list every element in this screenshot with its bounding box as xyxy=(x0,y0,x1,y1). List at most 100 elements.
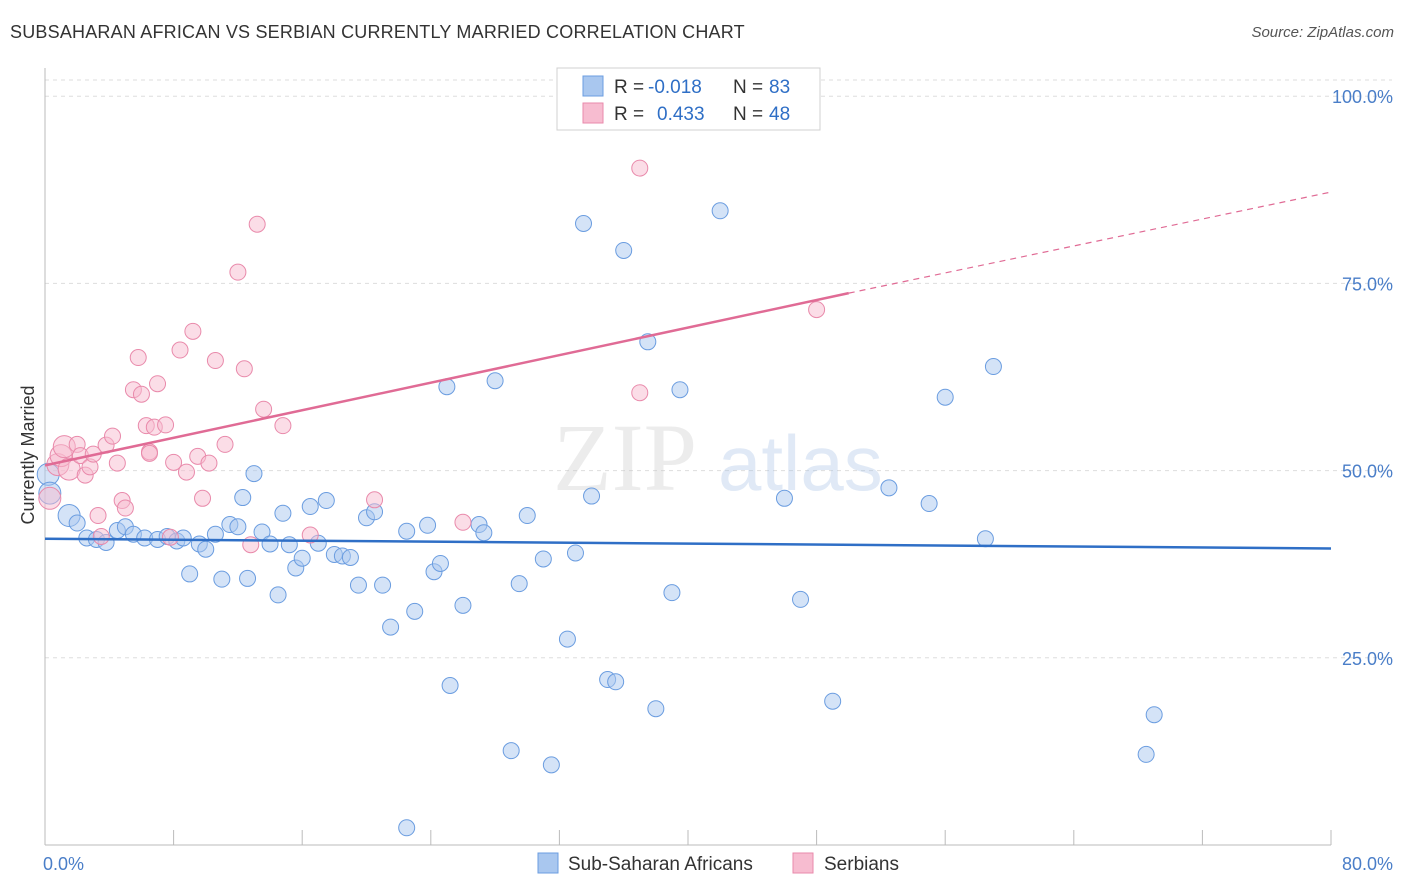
point-africans xyxy=(229,518,247,536)
point-africans xyxy=(197,540,215,558)
point-serbians xyxy=(171,341,189,359)
watermark-atlas: atlas xyxy=(718,419,883,507)
point-africans xyxy=(239,569,257,587)
point-serbians xyxy=(184,322,202,340)
point-africans xyxy=(454,596,472,614)
data-points xyxy=(36,159,1163,837)
point-africans xyxy=(1137,745,1155,763)
axes xyxy=(44,68,1332,846)
point-serbians xyxy=(301,526,319,544)
point-africans xyxy=(245,465,263,483)
y-tick-label: 75.0% xyxy=(1342,274,1393,294)
point-serbians xyxy=(194,489,212,507)
point-serbians xyxy=(248,215,266,233)
legend-swatch-africans xyxy=(582,75,604,97)
legend-swatch-serbians xyxy=(582,102,604,124)
legend-n-value-serbians: 48 xyxy=(769,104,790,125)
point-africans xyxy=(317,492,335,510)
point-serbians xyxy=(200,454,218,472)
point-serbians xyxy=(116,499,134,517)
point-serbians xyxy=(92,527,110,545)
point-africans xyxy=(671,381,689,399)
point-africans xyxy=(984,358,1002,376)
point-africans xyxy=(663,584,681,602)
point-africans xyxy=(349,576,367,594)
point-serbians xyxy=(366,491,384,509)
point-africans xyxy=(341,548,359,566)
bottom-legend-swatch-serbians xyxy=(792,852,814,874)
trend-line-serbians xyxy=(44,291,850,467)
point-africans xyxy=(936,388,954,406)
point-serbians xyxy=(157,416,175,434)
y-tick-label: 100.0% xyxy=(1332,87,1393,107)
legend-n-label: N = xyxy=(733,77,763,98)
point-africans xyxy=(711,202,729,220)
point-africans xyxy=(213,570,231,588)
point-serbians xyxy=(631,384,649,402)
y-tick-label: 50.0% xyxy=(1342,462,1393,482)
point-serbians xyxy=(108,454,126,472)
bottom-legend-label-serbians: Serbians xyxy=(824,854,899,875)
point-serbians xyxy=(161,528,179,546)
point-serbians xyxy=(177,463,195,481)
legend-box: R = -0.018 N = 83 R = 0.433 N = 48 xyxy=(556,67,821,131)
point-africans xyxy=(583,487,601,505)
point-africans xyxy=(280,536,298,554)
point-serbians xyxy=(255,400,273,418)
legend-n-value-africans: 83 xyxy=(769,77,790,98)
point-serbians xyxy=(129,349,147,367)
point-serbians xyxy=(206,352,224,370)
point-serbians xyxy=(140,444,158,462)
point-africans xyxy=(293,549,311,567)
point-africans xyxy=(502,742,520,760)
point-serbians xyxy=(104,427,122,445)
point-africans xyxy=(419,516,437,534)
point-africans xyxy=(976,530,994,548)
x-tick-labels: 0.0% 80.0% xyxy=(43,854,1393,874)
point-serbians xyxy=(38,486,62,510)
point-africans xyxy=(558,630,576,648)
point-africans xyxy=(382,618,400,636)
point-africans xyxy=(1145,706,1163,724)
bottom-legend: Sub-Saharan Africans Serbians xyxy=(537,852,899,875)
point-africans xyxy=(880,479,898,497)
point-serbians xyxy=(235,360,253,378)
point-africans xyxy=(274,504,292,522)
point-africans xyxy=(206,525,224,543)
x-tick-label: 0.0% xyxy=(43,854,84,874)
point-africans xyxy=(374,576,392,594)
point-serbians xyxy=(631,159,649,177)
point-serbians xyxy=(149,375,167,393)
point-africans xyxy=(534,550,552,568)
y-tick-label: 25.0% xyxy=(1342,649,1393,669)
point-africans xyxy=(542,756,560,774)
point-africans xyxy=(920,495,938,513)
legend-n-label: N = xyxy=(733,104,763,125)
point-africans xyxy=(510,575,528,593)
point-serbians xyxy=(89,507,107,525)
bottom-legend-swatch-africans xyxy=(537,852,559,874)
point-africans xyxy=(475,524,493,542)
point-africans xyxy=(68,514,86,532)
y-axis-title: Currently Married xyxy=(18,385,38,524)
trend-line-africans xyxy=(44,537,1332,550)
point-africans xyxy=(647,700,665,718)
point-africans xyxy=(398,819,416,837)
watermark-zip: ZIP xyxy=(553,404,697,511)
legend-r-value-serbians: 0.433 xyxy=(657,104,705,125)
legend-r-value-africans: -0.018 xyxy=(648,77,702,98)
point-africans xyxy=(406,602,424,620)
point-africans xyxy=(486,372,504,390)
watermark: ZIP atlas xyxy=(553,404,883,511)
point-africans xyxy=(566,544,584,562)
point-africans xyxy=(398,522,416,540)
point-africans xyxy=(607,673,625,691)
point-africans xyxy=(775,489,793,507)
point-africans xyxy=(792,590,810,608)
point-africans xyxy=(301,498,319,516)
legend-r-label: R = xyxy=(614,77,644,98)
point-africans xyxy=(615,241,633,259)
point-serbians xyxy=(808,301,826,319)
trend-line-serbians-extension xyxy=(848,191,1332,294)
